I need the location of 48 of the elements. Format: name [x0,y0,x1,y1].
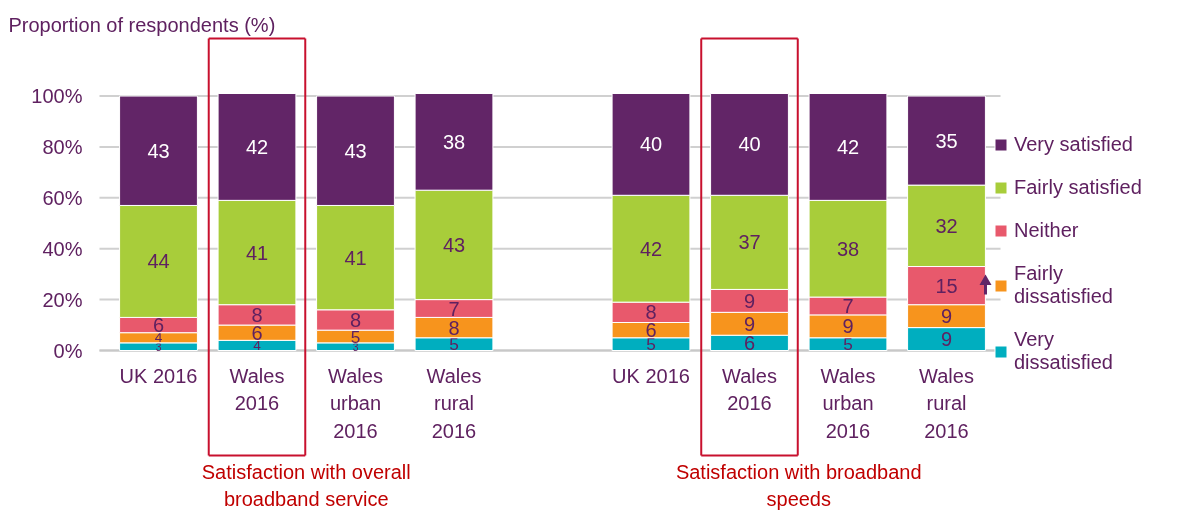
data-label: 38 [442,130,466,153]
data-label: 8 [645,301,657,324]
data-label: 15 [935,274,958,297]
data-label: 41 [245,241,269,264]
data-label: 44 [147,250,170,273]
y-tick-label: 80% [42,135,83,158]
data-label: 38 [836,237,860,260]
data-label: 41 [344,246,367,269]
legend-label: Neither [1014,219,1079,242]
data-label: 8 [349,308,362,331]
data-label: 40 [639,133,663,156]
y-tick-label: 20% [42,288,83,311]
x-tick-label: Wales urban 2016 [820,364,876,442]
data-label: 43 [344,139,367,162]
data-label: 42 [245,135,269,158]
legend-label: Very satisfied [1014,133,1133,156]
data-label: 9 [743,289,756,312]
y-tick-label: 40% [42,237,83,260]
y-tick-label: 60% [42,186,83,209]
legend-label: Fairly satisfied [1014,176,1142,199]
data-label: 42 [836,135,860,158]
x-tick-label: Wales urban 2016 [328,364,383,442]
y-tick-label: 0% [53,339,83,362]
data-label: 32 [935,214,958,237]
x-tick-label: UK 2016 [612,364,690,387]
data-label: 7 [842,294,854,317]
data-label: 43 [147,139,170,162]
y-axis-title: Proportion of respondents (%) [8,13,276,36]
legend-label: Fairly dissatisfied [1014,262,1113,308]
legend-label: Very dissatisfied [1014,328,1113,374]
x-tick-label: Wales rural 2016 [919,364,974,442]
data-label: 35 [935,129,958,152]
y-tick-label: 100% [31,85,83,108]
data-label: 8 [251,303,263,326]
data-label: 42 [639,237,663,260]
x-tick-label: UK 2016 [119,364,198,387]
x-tick-label: Wales 2016 [229,364,285,414]
data-label: 43 [442,233,466,256]
text: Satisfaction with broadband speeds [675,460,922,510]
data-label: 37 [738,231,761,254]
data-label: 9 [940,328,953,351]
x-tick-label: Wales 2016 [722,364,777,414]
text: Satisfaction with overall broadband service [201,460,411,510]
data-label: 40 [738,133,761,156]
data-label: 3 [155,341,162,353]
data-label: 3 [352,341,359,353]
data-label: 9 [940,305,953,328]
x-tick-label: Wales rural 2016 [426,364,482,442]
